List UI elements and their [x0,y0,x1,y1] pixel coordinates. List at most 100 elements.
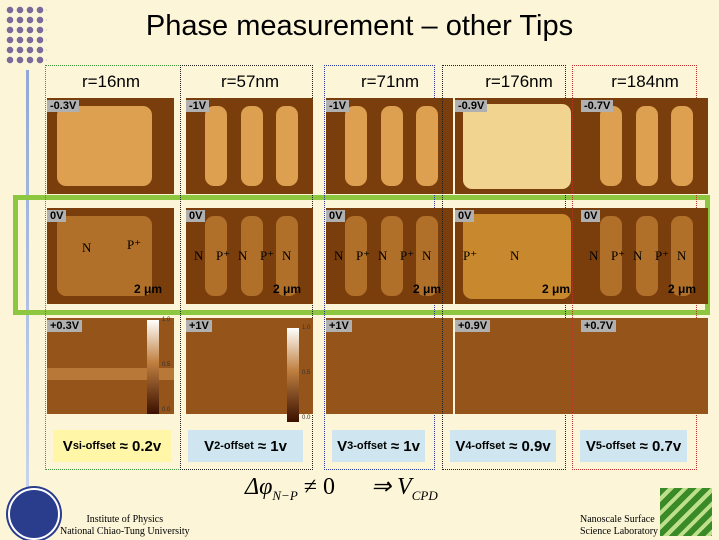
footer-left-line: Institute of Physics [86,514,164,525]
voltage-label: +0.7V [581,320,617,332]
offset-label: V 4-offset ≈ 0.9v [450,430,556,462]
scale-bar-label: 2 μm [667,282,696,296]
voltage-label: +1V [186,320,212,332]
offset-symbol: V [455,437,466,455]
region-label: P⁺ [400,248,415,263]
region-label: N [677,248,687,263]
university-logo [8,488,60,540]
colorbar [147,320,159,414]
footer-right: Nanoscale Surface Science Laboratory [580,514,658,538]
stripe [276,106,299,186]
voltage-label: +0.3V [47,320,83,332]
stripe [671,216,694,296]
offset-value: ≈ 1v [390,437,420,455]
afm-image: -0.9V [455,98,582,194]
title: Phase measurement – other Tips [145,10,574,42]
offset-label: V 3-offset ≈ 1v [332,430,425,462]
stripe [240,106,263,186]
voltage-label: -0.3V [47,100,80,112]
voltage-label: -1V [186,100,210,112]
region-label: N [238,248,248,263]
region-label: N [82,240,92,255]
stripe [463,104,571,189]
scale-bar-label: 2 μm [412,282,441,296]
region-label: N [589,248,599,263]
tip-radius: r=184nm [611,72,679,91]
voltage-label: -0.9V [455,100,488,112]
formula-lhs-sub: N−P [272,487,298,503]
offset-subscript: 4-offset [465,440,506,452]
colorbar-tick: 0.5 [162,362,171,368]
stripe [416,216,439,296]
colorbar-tick: 0.5 [302,370,311,376]
afm-image: 0V N P⁺ 2 μm [47,208,174,304]
voltage-label: 0V [47,210,67,222]
offset-subscript: 2-offset [214,440,254,452]
dot-grid [5,5,47,65]
voltage-label: 0V [455,210,475,222]
afm-image: 0V N P⁺ N P⁺ N 2 μm [581,208,708,304]
region-label: N [378,248,388,263]
stripe [635,216,658,296]
afm-image: +1V [326,318,453,414]
afm-image: +0.7V [581,318,708,414]
formula-lhs: Δφ [245,474,273,500]
stripe [276,216,299,296]
offset-label: V 2-offset ≈ 1v [188,430,303,462]
footer-left-line: National Chiao-Tung University [60,526,190,537]
stripe [463,214,571,299]
afm-image: -1V [186,98,313,194]
region-label: P⁺ [611,248,626,263]
stripe [57,216,152,296]
voltage-label: +1V [326,320,352,332]
footer-right-line: Nanoscale Surface [580,514,655,525]
stripe [47,368,174,380]
region-label: N [633,248,643,263]
afm-image: -1V [326,98,453,194]
afm-image: 0V N P⁺ N P⁺ N 2 μm [186,208,313,304]
tip-radius: r=16nm [81,72,141,91]
offset-value: ≈ 0.7v [639,437,682,455]
stripe [345,106,368,186]
offset-symbol: V [62,437,73,455]
region-label: N [334,248,344,263]
afm-image: -0.3V [47,98,174,194]
voltage-label: -0.7V [581,100,614,112]
offset-subscript: 5-offset [595,440,636,452]
stripe [380,106,403,186]
stripe [57,106,152,186]
voltage-label: 0V [186,210,206,222]
region-label: P⁺ [127,237,142,252]
stripe [380,216,403,296]
formula-arrow: ⇒ V [370,474,412,500]
offset-symbol: V [585,437,596,455]
region-label: P⁺ [655,248,670,263]
colorbar-tick: 1.0 [302,325,311,331]
stripe [205,106,228,186]
scale-bar-label: 2 μm [541,282,570,296]
formula-rhs-sub: CPD [411,487,438,503]
offset-symbol: V [337,437,348,455]
stripe [600,106,623,186]
offset-label: V 5-offset ≈ 0.7v [580,430,687,462]
scale-bar-label: 2 μm [272,282,301,296]
region-label: P⁺ [356,248,371,263]
offset-subscript: si-offset [72,440,116,452]
offset-symbol: V [204,437,215,455]
left-rule [26,70,29,490]
colorbar-tick: 0.0 [162,407,171,413]
region-label: N [510,248,520,263]
voltage-label: 0V [326,210,346,222]
afm-image: 0V N P⁺ N P⁺ N 2 μm [326,208,453,304]
region-label: N [194,248,204,263]
tip-radius: r=176nm [485,72,553,91]
stripe [240,216,263,296]
tip-radius: r=57nm [220,72,280,91]
footer-left: Institute of Physics National Chiao-Tung… [60,514,190,538]
region-label: N [422,248,432,263]
tip-radius: r=71nm [360,72,420,91]
afm-image: 0V P⁺ N 2 μm [455,208,582,304]
offset-subscript: 3-offset [347,440,387,452]
